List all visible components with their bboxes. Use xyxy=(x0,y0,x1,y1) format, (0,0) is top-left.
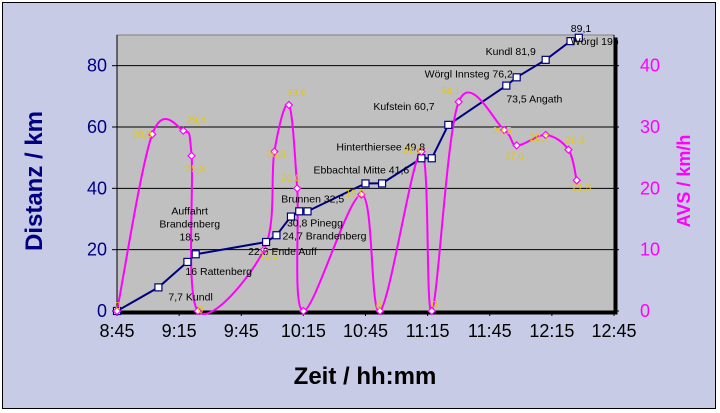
speed-marker xyxy=(375,306,385,316)
series-markers xyxy=(112,33,583,316)
speed-point-label: 34,1 xyxy=(441,86,461,97)
speed-marker xyxy=(427,306,437,316)
speed-point-label: 27,0 xyxy=(505,151,525,162)
speed-marker xyxy=(299,306,308,316)
distance-point-label: 89,1 Wörgl 19b xyxy=(571,23,619,48)
distance-marker xyxy=(154,283,163,292)
speed-point-label: 0 xyxy=(432,300,438,311)
speed-point-label: 21,3 xyxy=(572,182,592,193)
speed-marker xyxy=(417,147,426,156)
x-tick-label: 9:45 xyxy=(224,321,259,341)
speed-marker xyxy=(187,151,196,161)
distance-marker xyxy=(566,37,575,46)
speed-point-label: 28,8 xyxy=(132,129,152,140)
distance-marker xyxy=(574,33,583,42)
speed-marker xyxy=(178,126,188,136)
speed-marker xyxy=(454,97,464,107)
distance-point-label: Brunnen 32,5 xyxy=(281,193,344,205)
distance-marker xyxy=(444,120,453,129)
distance-point-label: 22,5 Ende Auff xyxy=(248,246,317,258)
speed-marker xyxy=(147,130,157,139)
speed-marker xyxy=(357,190,366,199)
speed-point-label: 26,0 xyxy=(266,150,286,161)
speed-point-label: 0 xyxy=(198,305,204,316)
speed-point-label: 29,5 xyxy=(492,126,512,137)
speed-marker xyxy=(572,176,582,185)
y-left-tick-label: 40 xyxy=(87,178,107,198)
x-tick-label: 9:15 xyxy=(162,321,197,341)
speed-marker xyxy=(270,147,279,156)
distance-marker xyxy=(286,212,296,221)
distance-point-label: Hinterthiersee 49,8 xyxy=(336,141,425,153)
speed-point-label: 20,0 xyxy=(281,173,301,184)
distance-point-label: 7,7 Kundl xyxy=(168,291,212,303)
x-tick-label: 11:45 xyxy=(468,321,512,341)
y-left-tick-label: 60 xyxy=(87,117,107,137)
speed-marker xyxy=(292,183,302,193)
distance-marker xyxy=(191,250,200,259)
distance-marker xyxy=(361,179,370,188)
y-left-tick-label: 80 xyxy=(87,56,107,76)
speed-point-label: 19,0 xyxy=(345,188,365,199)
speed-point-label: 26,0 xyxy=(403,146,423,157)
y-right-tick-label: 10 xyxy=(640,240,660,260)
y-left-tick-label: 0 xyxy=(97,301,107,321)
point-labels: 7,7 Kundl 16 Rattenberg Auffahrt Brandenber… xyxy=(115,23,619,316)
x-tick-label: 10:15 xyxy=(281,321,326,341)
speed-point-label: 0 xyxy=(376,301,382,312)
y-axis-title-right: AVS / km/h xyxy=(674,135,694,228)
speed-point-label: 33,6 xyxy=(287,88,307,99)
y-left-tick-label: 20 xyxy=(87,240,107,260)
speed-point-label: 26,3 xyxy=(565,136,585,147)
speed-point-label: 25,3 xyxy=(186,164,206,175)
distance-point-label: Ebbachtal Mitte 41,6 xyxy=(314,164,410,176)
speed-point-label: 28,7 xyxy=(530,133,550,144)
distance-marker xyxy=(295,207,304,216)
x-tick-label: 12:15 xyxy=(529,321,574,341)
distance-point-label: 16 Rattenberg xyxy=(185,266,252,278)
y-axis-title-left: Distanz / km xyxy=(21,111,48,251)
tick-labels: 0 20 40 60 80 0 10 20 30 40 8:45 9:15 9:45 10:15 10:45… xyxy=(87,56,660,341)
y-right-tick-label: 30 xyxy=(640,117,660,137)
distance-marker xyxy=(183,257,192,267)
y-right-tick-label: 40 xyxy=(640,56,660,76)
x-axis-title: Zeit / hh:mm xyxy=(294,363,437,390)
distance-point-label: Kufstein 60,7 xyxy=(373,101,434,113)
distance-marker xyxy=(541,55,550,64)
speed-point-label: 0 xyxy=(115,301,121,312)
speed-marker xyxy=(499,125,509,135)
x-tick-label: 8:45 xyxy=(99,321,134,341)
distance-point-label: Auffahrt Brandenberg 18,5 xyxy=(159,205,220,243)
distance-point-label: Wörgl Innsteg 76,2 xyxy=(425,68,513,80)
y-right-tick-label: 0 xyxy=(640,301,650,321)
distance-point-label: 73,5 Angath xyxy=(506,94,562,106)
distance-marker xyxy=(272,231,281,240)
y-right-tick-label: 20 xyxy=(640,178,660,198)
speed-marker xyxy=(541,130,551,140)
distance-point-label: Kundl 81,9 xyxy=(486,46,536,58)
distance-marker xyxy=(427,154,436,163)
distance-marker xyxy=(262,237,271,247)
speed-point-label: 29,4 xyxy=(186,116,206,127)
x-tick-label: 12:45 xyxy=(591,321,636,341)
speed-marker xyxy=(259,245,269,255)
speed-point-label: 10,0 xyxy=(259,252,279,263)
distance-marker xyxy=(377,179,387,188)
speed-marker xyxy=(284,100,294,110)
x-tick-label: 10:45 xyxy=(343,321,388,341)
speed-marker xyxy=(193,306,203,316)
gridlines xyxy=(117,65,614,251)
distance-point-label: 24,7 Brandenberg xyxy=(282,230,366,242)
speed-marker xyxy=(564,145,573,155)
x-tick-label: 11:15 xyxy=(406,321,450,341)
distance-marker xyxy=(512,73,521,82)
speed-marker xyxy=(512,141,522,150)
distance-point-label: 30,8 Pinegg xyxy=(287,218,343,230)
speed-marker xyxy=(112,306,122,316)
distance-marker xyxy=(303,207,312,216)
plot-area xyxy=(116,34,615,312)
distance-marker xyxy=(502,81,511,90)
